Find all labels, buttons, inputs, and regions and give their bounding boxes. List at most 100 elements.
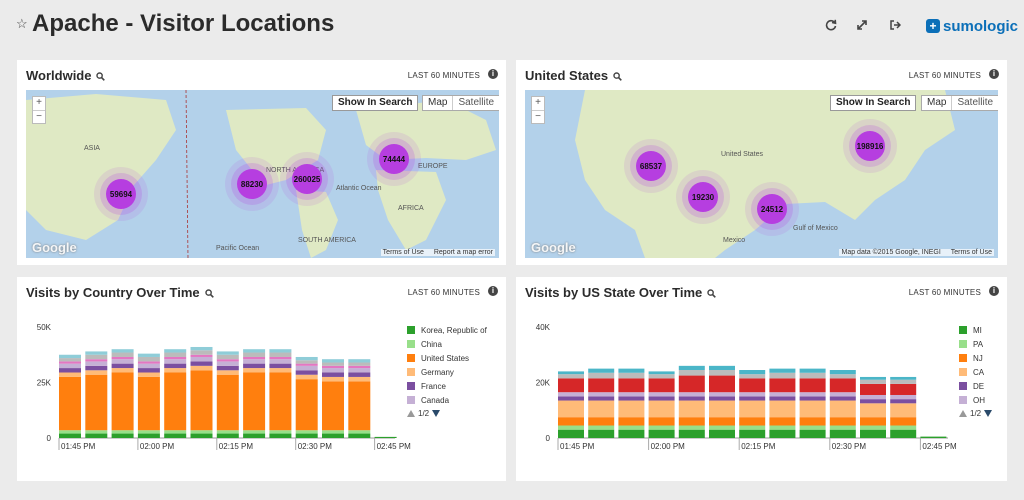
search-icon[interactable] xyxy=(204,286,214,301)
y-tick-label: 40K xyxy=(536,323,551,332)
map-cluster-marker[interactable]: 59694 xyxy=(94,167,148,221)
bar-segment xyxy=(558,425,584,430)
us-map[interactable]: United States Mexico Gulf of Mexico 6853… xyxy=(525,90,998,258)
map-type-map[interactable]: Map xyxy=(428,97,448,108)
map-type-map[interactable]: Map xyxy=(927,97,947,108)
map-cluster-marker[interactable]: 74444 xyxy=(367,132,421,186)
legend-item[interactable]: CA xyxy=(959,365,992,379)
legend-item[interactable]: DE xyxy=(959,379,992,393)
terms-of-use-link[interactable]: Terms of Use xyxy=(950,249,992,256)
report-map-error-link[interactable]: Report a map error xyxy=(433,249,493,256)
bar-segment xyxy=(739,417,766,426)
map-cluster-marker[interactable]: 68537 xyxy=(624,139,678,193)
legend-item[interactable]: United States xyxy=(407,351,487,365)
legend-item[interactable]: France xyxy=(407,379,487,393)
bar-segment xyxy=(190,430,213,434)
bar-segment xyxy=(739,396,766,401)
bar-segment xyxy=(648,378,675,393)
legend-item[interactable]: China xyxy=(407,337,487,351)
zoom-out-button[interactable]: − xyxy=(532,110,544,123)
bar-segment xyxy=(59,376,81,431)
time-range-label[interactable]: LAST 60 MINUTES xyxy=(407,288,480,297)
info-icon[interactable]: i xyxy=(488,286,498,296)
bar-segment xyxy=(164,372,187,431)
bar-segment xyxy=(164,356,187,360)
bar-segment xyxy=(588,429,615,438)
map-cluster-marker[interactable]: 19230 xyxy=(676,170,730,224)
search-icon[interactable] xyxy=(613,69,622,84)
info-icon[interactable]: i xyxy=(989,286,999,296)
time-range-label[interactable]: LAST 60 MINUTES xyxy=(908,71,981,80)
terms-of-use-link[interactable]: Terms of Use xyxy=(382,249,424,256)
legend-next-icon[interactable] xyxy=(984,410,993,417)
bar-segment xyxy=(243,372,266,431)
map-type-toggle: Map Satellite xyxy=(422,95,499,111)
share-icon[interactable] xyxy=(886,16,904,34)
bar-segment xyxy=(678,400,705,418)
y-tick-label: 0 xyxy=(47,434,52,443)
dashboard-header: ☆ Apache - Visitor Locations + sumologic xyxy=(0,0,1024,52)
bar-segment xyxy=(799,429,826,438)
legend-item[interactable]: Germany xyxy=(407,365,487,379)
legend-next-icon[interactable] xyxy=(432,410,441,417)
map-type-satellite[interactable]: Satellite xyxy=(951,96,998,110)
legend-prev-icon[interactable] xyxy=(407,410,415,417)
svg-text:88230: 88230 xyxy=(241,180,264,189)
refresh-icon[interactable] xyxy=(822,16,840,34)
show-in-search-button[interactable]: Show In Search xyxy=(332,95,419,111)
bar-segment xyxy=(59,361,81,364)
bar-segment xyxy=(799,372,826,379)
sumologic-logo: + sumologic xyxy=(926,16,1018,36)
legend-swatch xyxy=(407,326,415,334)
bar-segment xyxy=(558,396,584,401)
x-tick-label: 02:45 PM xyxy=(922,442,957,451)
map-type-toggle: Map Satellite xyxy=(921,95,998,111)
bar-segment xyxy=(348,430,371,434)
bar-segment xyxy=(558,392,584,397)
time-range-label[interactable]: LAST 60 MINUTES xyxy=(908,288,981,297)
chart-legend: MI PA NJ CA DE OH 1/2 xyxy=(959,323,993,418)
map-type-satellite[interactable]: Satellite xyxy=(452,96,499,110)
favorite-star-icon[interactable]: ☆ xyxy=(16,16,28,31)
bar-segment xyxy=(269,433,292,438)
search-icon[interactable] xyxy=(96,69,106,84)
map-cluster-marker[interactable]: 88230 xyxy=(225,157,279,211)
bar-segment xyxy=(709,370,735,376)
bar-segment xyxy=(860,417,886,426)
bar-segment xyxy=(164,352,187,357)
map-cluster-marker[interactable]: 198916 xyxy=(843,119,897,173)
legend-item[interactable]: PA xyxy=(959,337,992,351)
bar-segment xyxy=(85,365,108,371)
bar-segment xyxy=(558,400,584,418)
bar-segment xyxy=(829,425,856,430)
legend-item[interactable]: OH xyxy=(959,393,992,407)
legend-item[interactable]: NJ xyxy=(959,351,992,365)
bar-segment xyxy=(890,376,917,380)
time-range-label[interactable]: LAST 60 MINUTES xyxy=(407,71,480,80)
bar-segment xyxy=(739,374,766,379)
legend-item[interactable]: MI xyxy=(959,323,992,337)
zoom-out-button[interactable]: − xyxy=(33,110,45,123)
map-cluster-marker[interactable]: 24512 xyxy=(745,182,799,236)
bar-segment xyxy=(111,349,134,353)
show-in-search-button[interactable]: Show In Search xyxy=(830,95,917,111)
bar-segment xyxy=(111,372,134,431)
map-cluster-marker[interactable]: 260025 xyxy=(280,152,334,206)
world-map[interactable]: ASIA NORTH AMERICA Atlantic Ocean EUROPE… xyxy=(26,90,499,258)
logo-plus-icon: + xyxy=(926,19,940,33)
map-place-label: ASIA xyxy=(84,145,100,152)
bar-segment xyxy=(295,374,318,380)
bar-segment xyxy=(678,375,705,393)
info-icon[interactable]: i xyxy=(989,69,999,79)
world-map-canvas: ASIA NORTH AMERICA Atlantic Ocean EUROPE… xyxy=(26,90,499,258)
zoom-in-button[interactable]: + xyxy=(535,97,541,108)
legend-item[interactable]: Canada xyxy=(407,393,487,407)
bar-segment xyxy=(739,400,766,418)
info-icon[interactable]: i xyxy=(488,69,498,79)
expand-icon[interactable] xyxy=(853,16,871,34)
legend-swatch xyxy=(407,368,415,376)
legend-item[interactable]: Korea, Republic of xyxy=(407,323,487,337)
search-icon[interactable] xyxy=(707,286,717,301)
legend-prev-icon[interactable] xyxy=(959,410,967,417)
zoom-in-button[interactable]: + xyxy=(36,97,42,108)
